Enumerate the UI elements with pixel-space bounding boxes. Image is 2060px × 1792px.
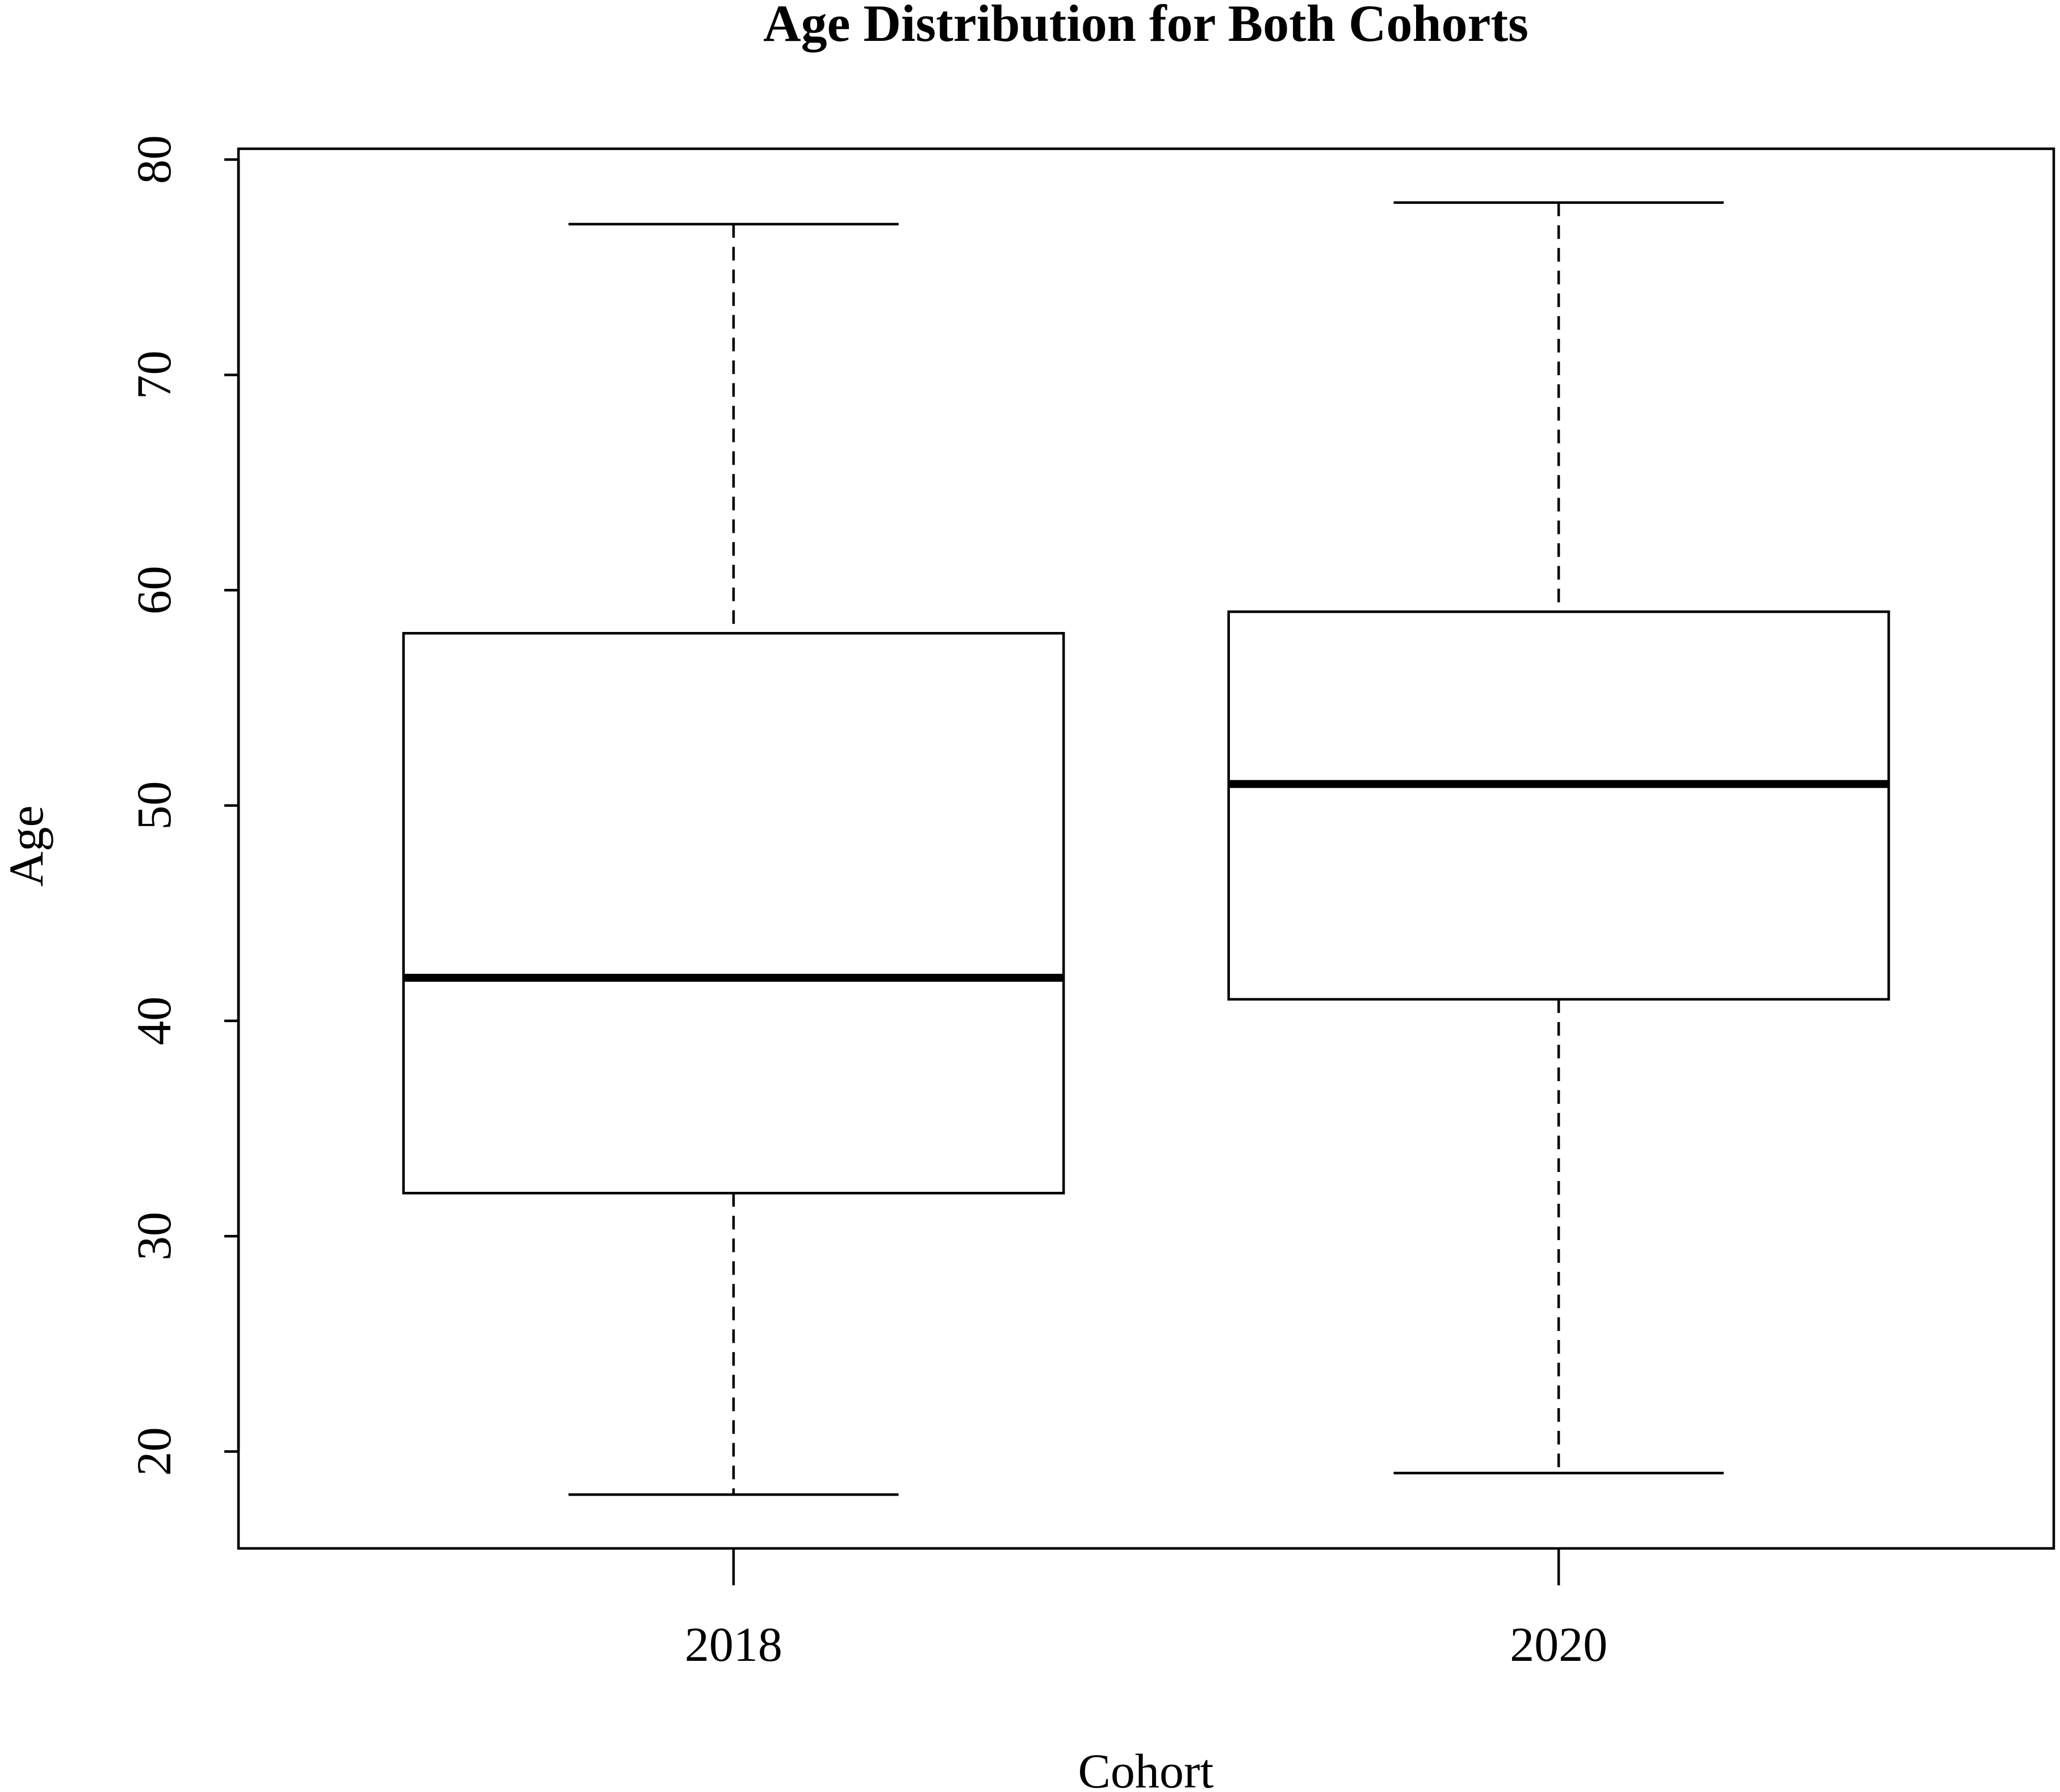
y-axis: 20 30 40 50 60 70 80 xyxy=(127,135,240,1476)
y-tick-label: 40 xyxy=(127,997,181,1045)
x-axis: 2018 2020 xyxy=(685,1548,1607,1672)
y-tick-label: 50 xyxy=(127,781,181,830)
x-tick-label: 2018 xyxy=(685,1617,782,1672)
boxplot-group xyxy=(402,201,1890,1496)
y-axis-label: Age xyxy=(0,805,53,886)
y-tick-label: 80 xyxy=(127,135,181,184)
iqr-box xyxy=(402,632,1065,1195)
x-tick-label: 2020 xyxy=(1510,1617,1607,1672)
box-2018 xyxy=(402,223,1065,1496)
y-tick-label: 70 xyxy=(127,350,181,399)
box-2020 xyxy=(1227,201,1890,1475)
chart-title: Age Distribution for Both Cohorts xyxy=(763,0,1529,52)
y-tick-label: 30 xyxy=(127,1212,181,1261)
y-tick-label: 20 xyxy=(127,1427,181,1476)
x-axis-label: Cohort xyxy=(1078,1744,1214,1792)
y-tick-label: 60 xyxy=(127,566,181,614)
iqr-box xyxy=(1227,610,1890,1001)
